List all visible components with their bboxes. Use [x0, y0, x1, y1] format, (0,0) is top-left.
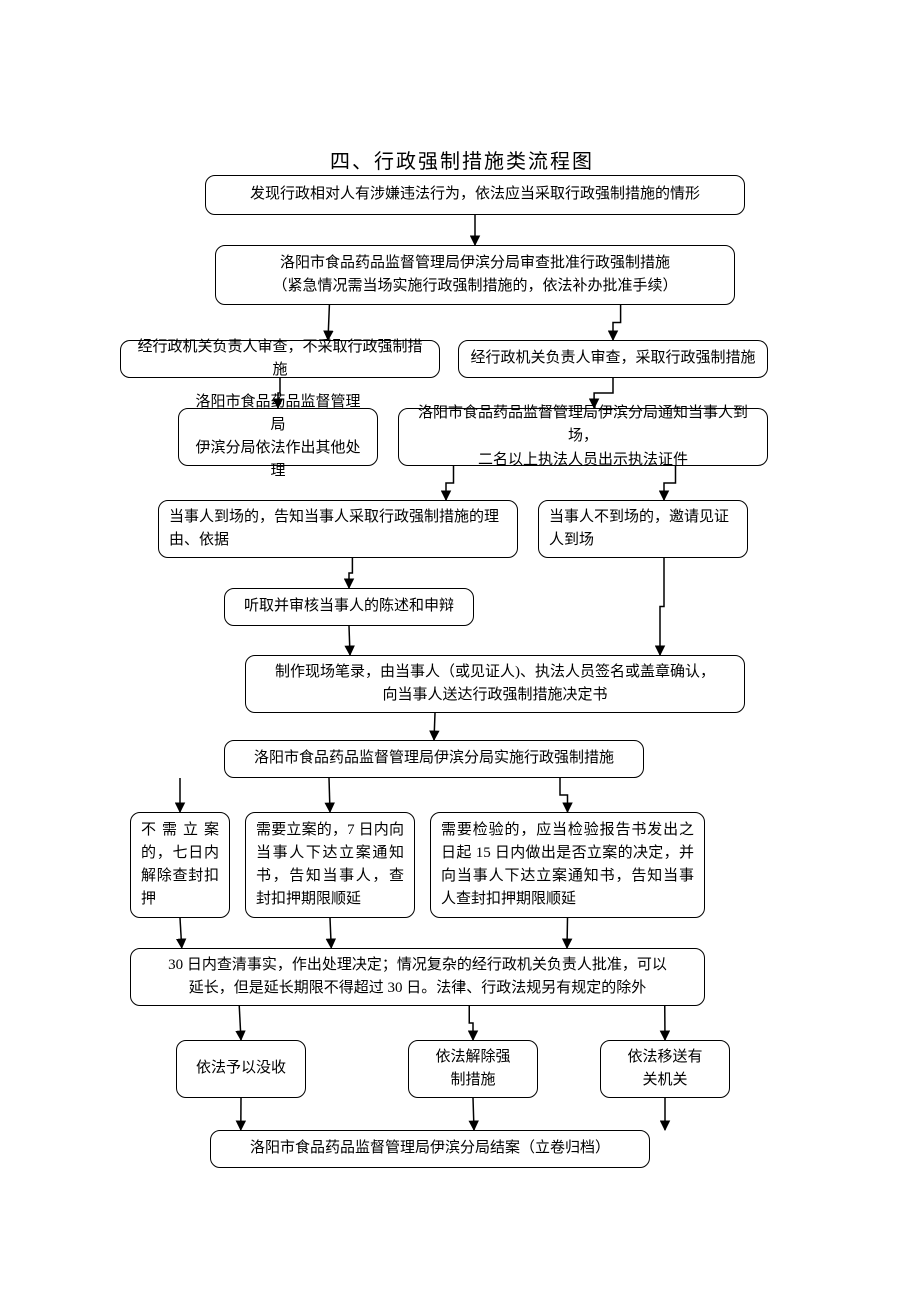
- edge-n7-n9: [349, 558, 352, 588]
- edge-n13-n15: [330, 918, 331, 948]
- node-n5: 洛阳市食品药品监督管理局 伊滨分局依法作出其他处理: [178, 408, 378, 466]
- node-text: 当事人到场的，告知当事人采取行政强制措施的理由、依据: [169, 506, 507, 553]
- node-text: 制作现场笔录，由当事人（或见证人)、执法人员签名或盖章确认， 向当事人送达行政强…: [256, 661, 734, 708]
- node-text: 洛阳市食品药品监督管理局 伊滨分局依法作出其他处理: [189, 391, 367, 484]
- edge-n2-n3: [328, 305, 329, 340]
- edge-n14-n15: [567, 918, 568, 948]
- node-n10: 制作现场笔录，由当事人（或见证人)、执法人员签名或盖章确认， 向当事人送达行政强…: [245, 655, 745, 713]
- node-text: 需要检验的，应当检验报告书发出之日起 15 日内做出是否立案的决定，并向当事人下…: [441, 819, 694, 912]
- node-n9: 听取并审核当事人的陈述和申辩: [224, 588, 474, 626]
- node-n16: 依法予以没收: [176, 1040, 306, 1098]
- edge-n15-n16: [239, 1006, 241, 1040]
- node-n1: 发现行政相对人有涉嫌违法行为，依法应当采取行政强制措施的情形: [205, 175, 745, 215]
- edge-n9-n10: [349, 626, 350, 655]
- node-n2: 洛阳市食品药品监督管理局伊滨分局审查批准行政强制措施 （紧急情况需当场实施行政强…: [215, 245, 735, 305]
- node-text: 不需立案的，七日内解除查封扣押: [141, 819, 219, 912]
- node-text: 洛阳市食品药品监督管理局伊滨分局结案（立卷归档）: [221, 1137, 639, 1160]
- edge-n15-n17: [469, 1006, 473, 1040]
- node-n11: 洛阳市食品药品监督管理局伊滨分局实施行政强制措施: [224, 740, 644, 778]
- node-text: 听取并审核当事人的陈述和申辩: [235, 595, 463, 618]
- node-n15: 30 日内查清事实，作出处理决定；情况复杂的经行政机关负责人批准，可以 延长，但…: [130, 948, 705, 1006]
- node-text: 30 日内查清事实，作出处理决定；情况复杂的经行政机关负责人批准，可以 延长，但…: [141, 954, 694, 1001]
- node-n6: 洛阳市食品药品监督管理局伊滨分局通知当事人到场， 二名以上执法人员出示执法证件: [398, 408, 768, 466]
- node-text: 经行政机关负责人审查，不采取行政强制措施: [131, 336, 429, 383]
- node-n3: 经行政机关负责人审查，不采取行政强制措施: [120, 340, 440, 378]
- edge-n10-n11: [434, 713, 435, 740]
- node-text: 发现行政相对人有涉嫌违法行为，依法应当采取行政强制措施的情形: [216, 183, 734, 206]
- node-text: 需要立案的，7 日内向当事人下达立案通知书，告知当事人，查封扣押期限顺延: [256, 819, 404, 912]
- node-n18: 依法移送有 关机关: [600, 1040, 730, 1098]
- node-n13: 需要立案的，7 日内向当事人下达立案通知书，告知当事人，查封扣押期限顺延: [245, 812, 415, 918]
- edge-n2-n4: [613, 305, 621, 340]
- node-n17: 依法解除强 制措施: [408, 1040, 538, 1098]
- node-text: 依法予以没收: [187, 1057, 295, 1080]
- edge-n11-n13: [329, 778, 330, 812]
- flowchart-canvas: 四、行政强制措施类流程图 发现行政相对人有涉嫌违法行为，依法应当采取行政强制措施…: [0, 0, 920, 1301]
- node-text: 当事人不到场的，邀请见证人到场: [549, 506, 737, 553]
- node-text: 依法移送有 关机关: [611, 1046, 719, 1093]
- edge-n12-n15: [180, 918, 182, 948]
- edge-n8-n10: [660, 558, 664, 655]
- edge-n17-n19: [473, 1098, 474, 1130]
- node-text: 洛阳市食品药品监督管理局伊滨分局审查批准行政强制措施 （紧急情况需当场实施行政强…: [226, 252, 724, 299]
- page-title: 四、行政强制措施类流程图: [330, 145, 594, 174]
- node-n14: 需要检验的，应当检验报告书发出之日起 15 日内做出是否立案的决定，并向当事人下…: [430, 812, 705, 918]
- node-n12: 不需立案的，七日内解除查封扣押: [130, 812, 230, 918]
- node-n7: 当事人到场的，告知当事人采取行政强制措施的理由、依据: [158, 500, 518, 558]
- node-text: 洛阳市食品药品监督管理局伊滨分局实施行政强制措施: [235, 747, 633, 770]
- node-text: 洛阳市食品药品监督管理局伊滨分局通知当事人到场， 二名以上执法人员出示执法证件: [409, 402, 757, 472]
- edge-n11-n14: [560, 778, 568, 812]
- node-text: 经行政机关负责人审查，采取行政强制措施: [469, 347, 757, 370]
- node-n19: 洛阳市食品药品监督管理局伊滨分局结案（立卷归档）: [210, 1130, 650, 1168]
- node-text: 依法解除强 制措施: [419, 1046, 527, 1093]
- node-n4: 经行政机关负责人审查，采取行政强制措施: [458, 340, 768, 378]
- node-n8: 当事人不到场的，邀请见证人到场: [538, 500, 748, 558]
